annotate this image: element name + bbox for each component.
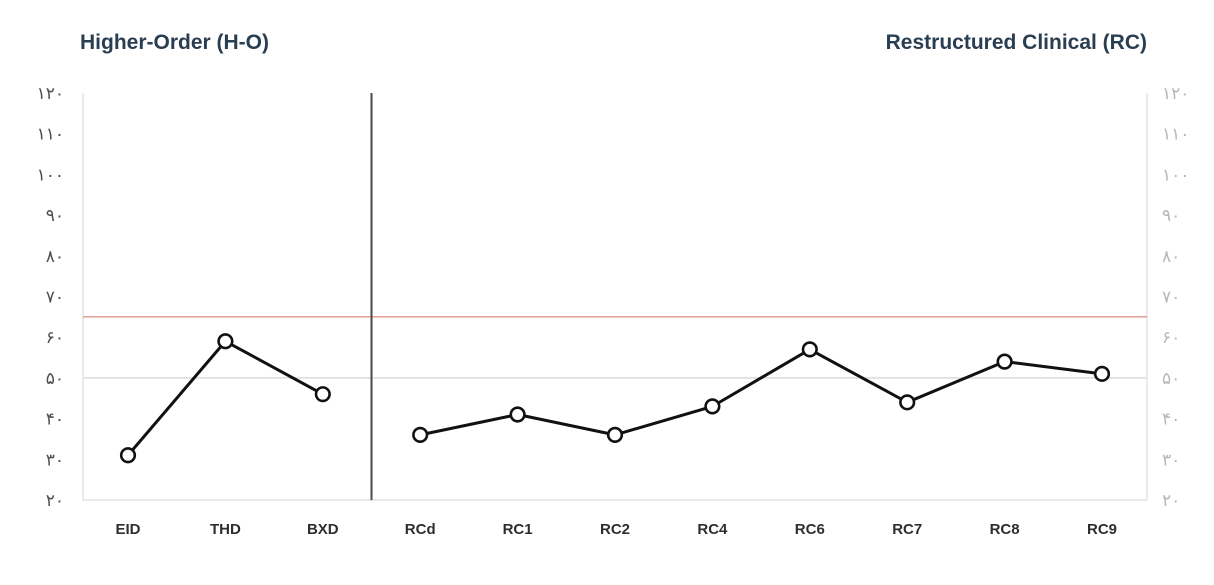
y-tick-label-left-80: ۸۰ bbox=[46, 247, 64, 267]
y-tick-label-right-20: ۲۰ bbox=[1162, 491, 1180, 511]
data-point-marker-RC1 bbox=[509, 406, 526, 423]
y-tick-label-left-30: ۳۰ bbox=[46, 450, 64, 470]
y-tick-label-left-120: ۱۲۰ bbox=[37, 84, 64, 104]
x-tick-label-THD: THD bbox=[210, 521, 241, 538]
y-tick-label-left-60: ۶۰ bbox=[46, 328, 64, 348]
y-tick-label-left-70: ۷۰ bbox=[46, 287, 64, 307]
right-section-title: Restructured Clinical (RC) bbox=[885, 31, 1147, 54]
data-point-marker-EID bbox=[119, 447, 137, 464]
y-tick-label-left-20: ۲۰ bbox=[46, 491, 64, 511]
y-tick-label-right-70: ۷۰ bbox=[1162, 287, 1180, 307]
y-tick-label-right-110: ۱۱۰ bbox=[1162, 125, 1189, 145]
data-point-marker-THD bbox=[217, 333, 234, 350]
data-point-marker-RC2 bbox=[606, 426, 624, 443]
y-tick-label-right-100: ۱۰۰ bbox=[1162, 165, 1189, 185]
data-point-marker-RCd bbox=[412, 426, 429, 443]
left-section-title: Higher-Order (H-O) bbox=[80, 31, 269, 54]
data-point-marker-RC4 bbox=[704, 398, 721, 415]
y-tick-label-right-120: ۱۲۰ bbox=[1162, 84, 1189, 104]
data-point-marker-BXD bbox=[314, 386, 331, 403]
y-tick-label-left-50: ۵۰ bbox=[46, 369, 64, 389]
y-tick-label-left-110: ۱۱۰ bbox=[37, 125, 64, 145]
x-tick-label-RC2: RC2 bbox=[600, 521, 630, 538]
y-tick-label-right-60: ۶۰ bbox=[1162, 328, 1180, 348]
series-line-group-2 bbox=[418, 347, 1104, 437]
x-tick-label-RC1: RC1 bbox=[503, 521, 533, 538]
x-tick-label-RCd: RCd bbox=[405, 521, 436, 538]
x-tick-label-RC6: RC6 bbox=[795, 521, 825, 538]
data-point-marker-RC8 bbox=[996, 353, 1013, 370]
y-tick-label-left-100: ۱۰۰ bbox=[37, 165, 64, 185]
x-tick-label-RC4: RC4 bbox=[697, 521, 728, 538]
y-tick-label-right-40: ۴۰ bbox=[1162, 410, 1180, 430]
x-tick-label-RC7: RC7 bbox=[892, 521, 922, 538]
data-point-marker-RC9 bbox=[1093, 365, 1111, 382]
data-point-marker-RC6 bbox=[801, 341, 818, 358]
x-tick-label-RC8: RC8 bbox=[990, 521, 1020, 538]
data-point-marker-RC7 bbox=[899, 394, 916, 411]
y-tick-label-right-30: ۳۰ bbox=[1162, 450, 1180, 470]
x-tick-label-BXD: BXD bbox=[307, 521, 339, 538]
series-line-group-1 bbox=[126, 339, 325, 457]
y-tick-label-left-90: ۹۰ bbox=[46, 206, 64, 226]
x-tick-label-RC9: RC9 bbox=[1087, 521, 1117, 538]
y-tick-label-right-50: ۵۰ bbox=[1162, 369, 1180, 389]
x-tick-label-EID: EID bbox=[115, 521, 140, 538]
y-tick-label-right-80: ۸۰ bbox=[1162, 247, 1180, 267]
y-tick-label-right-90: ۹۰ bbox=[1162, 206, 1180, 226]
y-tick-label-left-40: ۴۰ bbox=[46, 410, 64, 430]
